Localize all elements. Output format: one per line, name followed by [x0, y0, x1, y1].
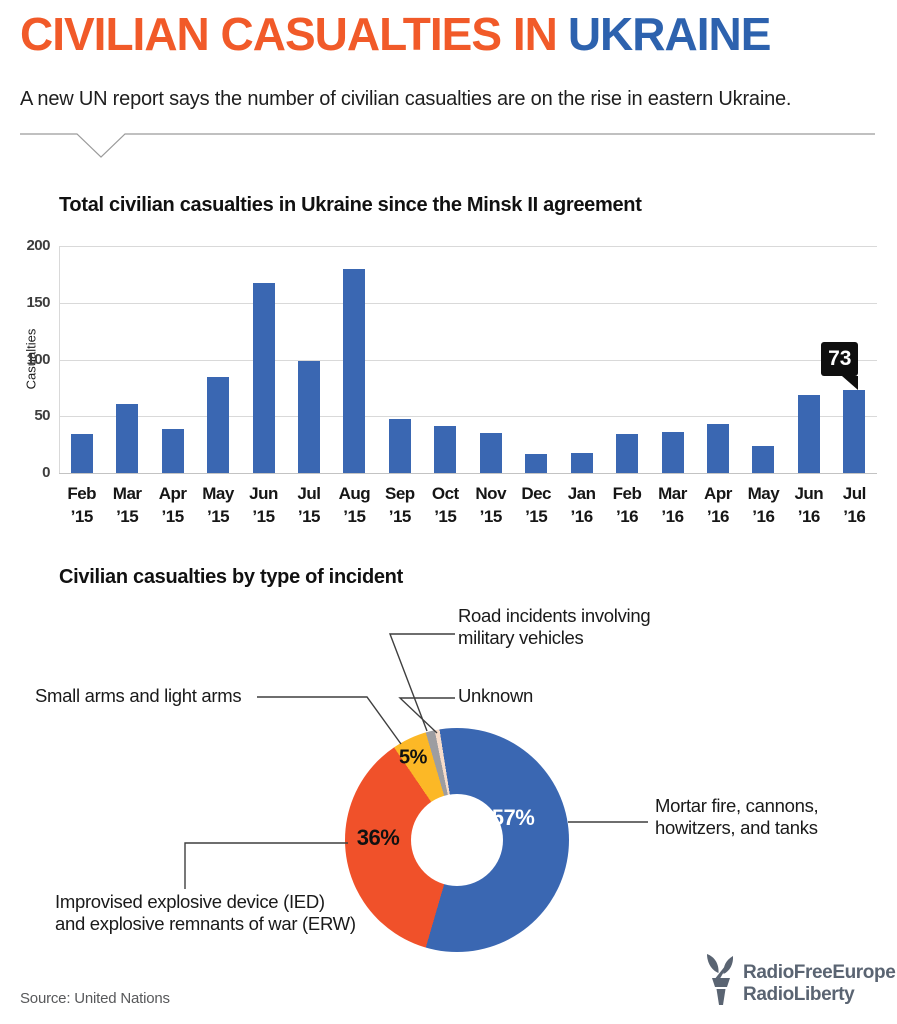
gridline: [59, 302, 877, 304]
x-tick-label: Oct ’15: [431, 484, 459, 526]
bar-Jul ’15: [297, 360, 320, 473]
donut-chart: [345, 728, 569, 952]
x-tick-label: Feb ’15: [67, 484, 97, 526]
callout-tail-icon: [842, 376, 859, 391]
x-tick-label: May ’16: [747, 484, 780, 526]
x-tick-label: Feb ’16: [612, 484, 642, 526]
gridline: [59, 473, 877, 474]
logo-line2: RadioLiberty: [743, 984, 855, 1006]
y-tick-label: 0: [42, 464, 50, 481]
subtitle: A new UN report says the number of civil…: [20, 88, 792, 110]
x-tick-label: Dec ’15: [521, 484, 551, 526]
torch-icon: [707, 954, 734, 1005]
logo-line1: RadioFreeEurope: [743, 962, 896, 983]
y-tick-label: 50: [34, 407, 50, 425]
bar-Mar ’16: [661, 432, 684, 473]
bar-Jan ’16: [570, 452, 593, 473]
bar-Nov ’15: [479, 433, 502, 473]
source-note: Source: United Nations: [20, 990, 170, 1007]
bar-Apr ’15: [161, 428, 184, 473]
x-tick-label: Apr ’15: [158, 484, 187, 526]
bar-Jun ’15: [252, 283, 275, 473]
x-tick-label: Aug ’15: [338, 484, 371, 526]
bar-Feb ’16: [616, 434, 639, 473]
x-tick-label: Apr ’16: [704, 484, 732, 526]
bar-chart-title: Total civilian casualties in Ukraine sin…: [59, 194, 642, 216]
slice-pct-small-arms: 5%: [399, 746, 427, 769]
bar-Jul ’16: [843, 390, 866, 473]
x-tick-label: Jun ’15: [249, 484, 278, 526]
logo-text: RadioFreeEurope RadioLiberty: [743, 962, 896, 1007]
data-callout: 73: [821, 342, 859, 377]
rferl-logo: RadioFreeEurope RadioLiberty: [703, 953, 896, 1007]
y-tick-label: 100: [26, 350, 50, 368]
slice-pct-mortar: 57%: [491, 805, 535, 830]
bar-Aug ’15: [343, 268, 366, 473]
title-blue-part: UKRAINE: [567, 8, 772, 60]
bar-Sep ’15: [388, 418, 411, 473]
gridline: [59, 416, 877, 418]
pie-chart-title: Civilian casualties by type of incident: [59, 566, 403, 588]
gridline: [59, 246, 877, 247]
slice-label-unknown: Unknown: [458, 685, 534, 706]
y-tick-label: 200: [26, 237, 50, 254]
bar-chart-plot-area: [59, 246, 877, 474]
slice-label-mortar: Mortar fire, cannons, howitzers, and tan…: [655, 795, 819, 838]
bar-Mar ’15: [116, 403, 139, 473]
bar-May ’16: [752, 445, 775, 473]
x-tick-label: Jun ’16: [794, 484, 824, 526]
slice-label-small-arms: Small arms and light arms: [35, 685, 242, 706]
bar-Jun ’16: [797, 394, 820, 473]
bar-May ’15: [207, 376, 230, 473]
bar-Oct ’15: [434, 426, 457, 473]
bar-Apr ’16: [706, 424, 729, 473]
title-orange-part: CIVILIAN CASUALTIES IN: [20, 8, 558, 60]
x-tick-label: Sep ’15: [384, 484, 415, 526]
x-tick-label: Jul ’16: [842, 484, 867, 526]
slice-pct-ied: 36%: [356, 825, 400, 850]
y-tick-label: 150: [26, 293, 50, 311]
page-title: CIVILIAN CASUALTIES IN UKRAINE: [20, 8, 772, 61]
x-tick-label: Jan ’16: [567, 484, 596, 526]
bar-Dec ’15: [525, 453, 548, 473]
callout-value: 73: [828, 347, 852, 371]
x-tick-label: Nov ’15: [475, 484, 507, 526]
gridline: [59, 359, 877, 361]
bar-Feb ’15: [70, 434, 93, 473]
x-tick-label: May ’15: [202, 484, 234, 526]
x-tick-label: Jul ’15: [297, 484, 321, 526]
x-tick-label: Mar ’15: [112, 484, 142, 526]
x-tick-label: Mar ’16: [658, 484, 687, 526]
slice-label-ied: Improvised explosive device (IED) and ex…: [55, 891, 356, 934]
donut-hole: [411, 794, 503, 886]
slice-label-road-incidents: Road incidents involving military vehicl…: [458, 605, 651, 648]
